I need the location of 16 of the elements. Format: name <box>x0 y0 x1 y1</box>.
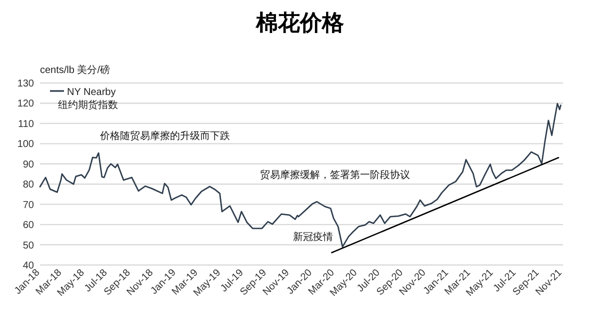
annotation: 贸易摩擦缓解，签署第一阶段协议 <box>260 169 410 181</box>
chart-title: 棉花价格 <box>255 10 345 36</box>
y-tick-label: 120 <box>17 98 34 110</box>
y-tick-label: 50 <box>22 240 34 252</box>
annotation: 新冠疫情 <box>293 231 333 243</box>
annotation: 价格随贸易摩擦的升级而下跌 <box>99 130 230 142</box>
y-tick-label: 130 <box>17 78 34 90</box>
y-tick-label: 80 <box>22 180 34 191</box>
y-tick-label: 90 <box>22 159 34 170</box>
y-tick-label: 110 <box>18 118 34 130</box>
y-tick-label: 70 <box>22 200 34 211</box>
y-tick-label: 60 <box>22 220 34 232</box>
y-tick-label: 100 <box>17 139 34 150</box>
y-axis-title: cents/lb 美分/磅 <box>40 64 110 76</box>
legend-label: NY Nearby 纽约期货指数 <box>58 87 118 111</box>
y-tick-label: 40 <box>22 260 34 272</box>
